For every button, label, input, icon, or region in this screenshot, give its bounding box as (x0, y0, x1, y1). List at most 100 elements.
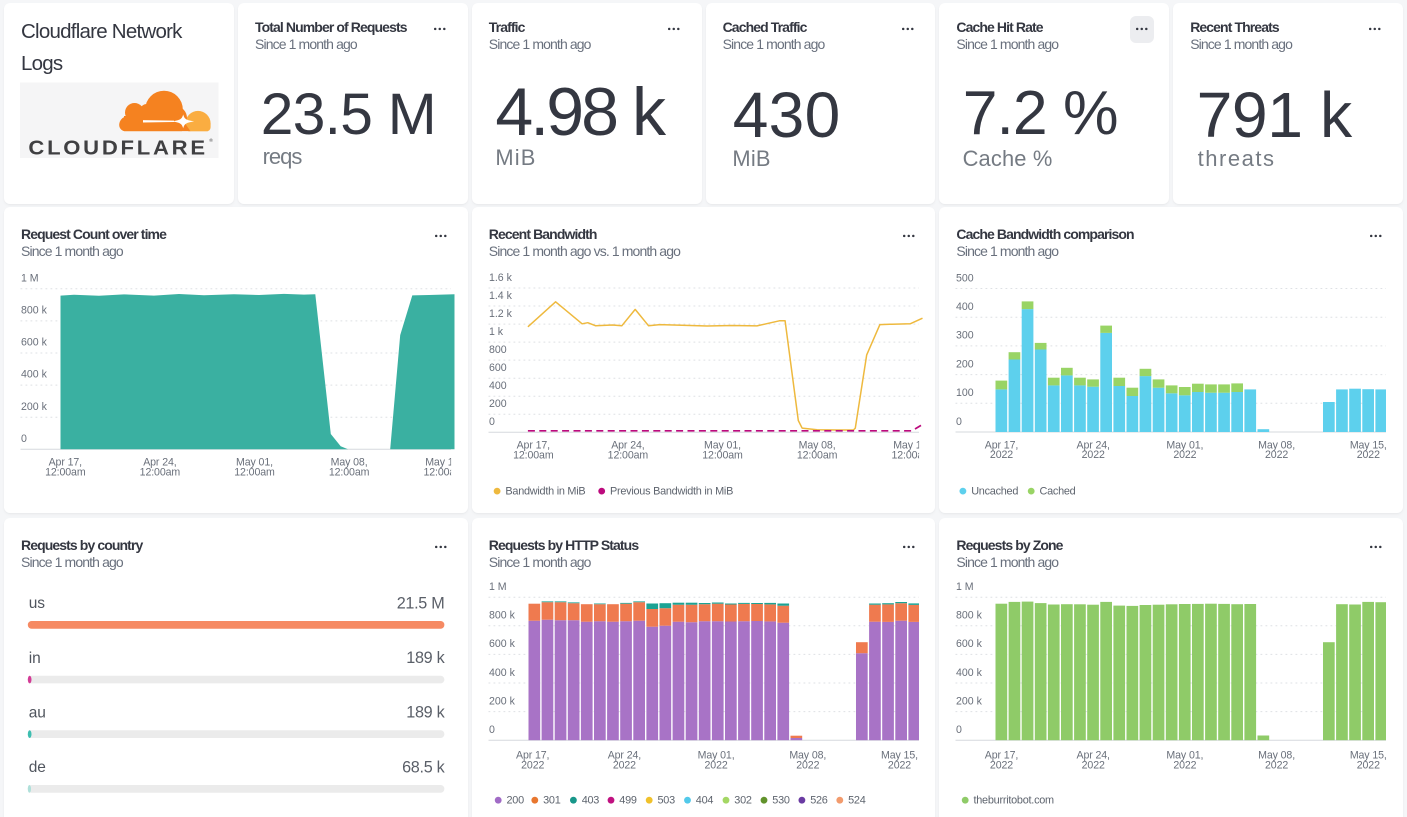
svg-text:200: 200 (489, 398, 507, 410)
svg-text:1 M: 1 M (489, 581, 507, 593)
svg-text:de: de (29, 759, 46, 776)
svg-text:0: 0 (489, 416, 495, 428)
svg-text:400 k: 400 k (21, 368, 48, 380)
svg-text:499: 499 (619, 794, 637, 806)
svg-text:800 k: 800 k (956, 609, 983, 621)
svg-text:800: 800 (489, 344, 507, 356)
svg-text:2022: 2022 (1357, 759, 1380, 771)
svg-text:503: 503 (657, 794, 675, 806)
svg-text:200 k: 200 k (956, 695, 983, 707)
svg-text:Apr 17,: Apr 17, (49, 456, 82, 468)
svg-text:600 k: 600 k (21, 336, 48, 348)
svg-text:526: 526 (810, 794, 828, 806)
svg-text:2022: 2022 (521, 759, 544, 771)
svg-text:200: 200 (956, 358, 974, 370)
svg-text:CLOUDFLARE: CLOUDFLARE (28, 137, 207, 159)
svg-text:12:00am: 12:00am (702, 449, 743, 461)
svg-text:524: 524 (848, 794, 866, 806)
svg-text:theburritobot.com: theburritobot.com (974, 794, 1055, 806)
svg-text:301: 301 (543, 794, 561, 806)
svg-text:May 08,: May 08, (1259, 439, 1296, 451)
svg-text:302: 302 (734, 794, 752, 806)
svg-text:200 k: 200 k (21, 401, 48, 413)
svg-text:189 k: 189 k (406, 649, 445, 667)
svg-text:12:00am: 12:00am (45, 466, 86, 478)
svg-text:600: 600 (489, 362, 507, 374)
svg-text:May 15,: May 15, (425, 456, 462, 468)
svg-text:May 01,: May 01, (236, 456, 273, 468)
svg-text:2022: 2022 (1357, 449, 1380, 461)
svg-text:May 08,: May 08, (789, 750, 826, 762)
svg-text:2022: 2022 (1174, 449, 1197, 461)
svg-text:May 08,: May 08, (331, 456, 368, 468)
svg-text:1 M: 1 M (21, 272, 39, 284)
svg-text:May 15,: May 15, (1350, 439, 1387, 451)
svg-text:100: 100 (956, 387, 974, 399)
svg-text:530: 530 (772, 794, 790, 806)
svg-text:12:00am: 12:00am (140, 466, 181, 478)
svg-text:Cached: Cached (1040, 485, 1076, 497)
svg-text:68.5 k: 68.5 k (402, 758, 446, 776)
svg-text:May 01,: May 01, (704, 439, 741, 451)
svg-text:May 01,: May 01, (1167, 439, 1204, 451)
svg-text:2022: 2022 (704, 759, 727, 771)
svg-text:12:00am: 12:00am (513, 449, 554, 461)
svg-text:12:00am: 12:00am (797, 449, 838, 461)
svg-text:Apr 24,: Apr 24, (607, 750, 640, 762)
svg-text:300: 300 (956, 329, 974, 341)
svg-text:400 k: 400 k (956, 667, 983, 679)
svg-text:800 k: 800 k (21, 304, 48, 316)
svg-text:0: 0 (489, 724, 495, 736)
svg-text:189 k: 189 k (406, 704, 445, 722)
svg-text:2022: 2022 (990, 449, 1013, 461)
svg-text:Apr 24,: Apr 24, (1077, 750, 1110, 762)
svg-text:May 08,: May 08, (798, 439, 835, 451)
svg-text:Apr 17,: Apr 17, (516, 750, 549, 762)
svg-text:403: 403 (581, 794, 599, 806)
svg-text:May 15,: May 15, (893, 439, 930, 451)
svg-text:2022: 2022 (888, 759, 911, 771)
svg-text:12:00am: 12:00am (329, 466, 370, 478)
svg-text:May 15,: May 15, (1350, 750, 1387, 762)
svg-text:Apr 17,: Apr 17, (985, 439, 1018, 451)
svg-text:in: in (29, 650, 41, 667)
svg-text:12:00am: 12:00am (234, 466, 275, 478)
svg-text:400 k: 400 k (489, 667, 516, 679)
svg-text:0: 0 (956, 724, 962, 736)
svg-text:Apr 24,: Apr 24, (1077, 439, 1110, 451)
svg-text:1.4 k: 1.4 k (489, 290, 513, 302)
svg-text:1 M: 1 M (956, 581, 974, 593)
svg-text:0: 0 (956, 416, 962, 428)
svg-text:Apr 17,: Apr 17, (985, 750, 1018, 762)
svg-text:2022: 2022 (1265, 449, 1288, 461)
svg-text:®: ® (209, 137, 213, 144)
svg-text:May 01,: May 01, (1167, 750, 1204, 762)
svg-text:Apr 24,: Apr 24, (611, 439, 644, 451)
svg-text:1.6 k: 1.6 k (489, 272, 513, 284)
svg-text:1.2 k: 1.2 k (489, 308, 513, 320)
svg-text:200 k: 200 k (489, 695, 516, 707)
svg-text:us: us (29, 595, 46, 612)
svg-text:500: 500 (956, 272, 974, 284)
svg-text:Apr 17,: Apr 17, (516, 439, 549, 451)
svg-text:au: au (29, 704, 46, 721)
svg-text:21.5 M: 21.5 M (397, 594, 445, 612)
svg-text:1 k: 1 k (489, 326, 504, 338)
svg-text:2022: 2022 (796, 759, 819, 771)
svg-text:2022: 2022 (613, 759, 636, 771)
svg-text:May 15,: May 15, (881, 750, 918, 762)
svg-text:2022: 2022 (1265, 759, 1288, 771)
svg-text:400: 400 (489, 380, 507, 392)
svg-text:May 01,: May 01, (697, 750, 734, 762)
svg-text:800 k: 800 k (489, 609, 516, 621)
svg-text:Apr 24,: Apr 24, (143, 456, 176, 468)
svg-text:2022: 2022 (1174, 759, 1197, 771)
svg-text:400: 400 (956, 301, 974, 313)
svg-text:600 k: 600 k (956, 638, 983, 650)
svg-text:2022: 2022 (1082, 449, 1105, 461)
svg-text:12:00am: 12:00am (891, 449, 932, 461)
svg-text:May 08,: May 08, (1259, 750, 1296, 762)
svg-text:12:00am: 12:00am (423, 466, 464, 478)
svg-text:Previous Bandwidth in MiB: Previous Bandwidth in MiB (610, 485, 733, 497)
svg-text:12:00am: 12:00am (607, 449, 648, 461)
